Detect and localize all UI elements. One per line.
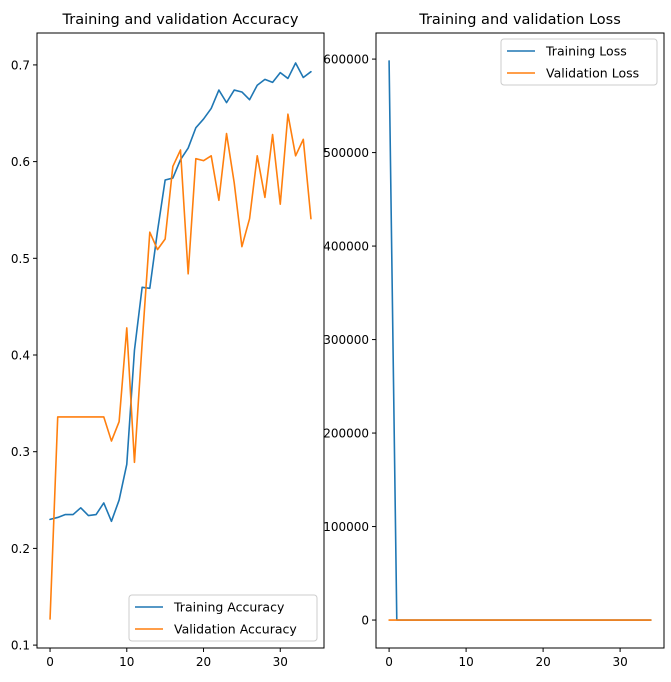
loss-y-tick-label: 500000 [323,146,369,160]
accuracy-y-tick-label: 0.2 [11,542,30,556]
accuracy-x-axis: 0 10 20 30 [46,648,288,669]
accuracy-y-tick-label: 0.7 [11,58,30,72]
accuracy-series-group [49,62,312,620]
loss-x-tick-label: 30 [612,655,627,669]
accuracy-y-tick-label: 0.3 [11,445,30,459]
accuracy-y-tick-label: 0.4 [11,349,30,363]
accuracy-legend: Training Accuracy Validation Accuracy [128,594,318,642]
accuracy-chart: Training and validation Accuracy 0 10 20 30… [11,12,325,669]
loss-chart: Training and validation Loss 0 10 20 30 0 10… [323,12,665,669]
loss-x-tick-label: 20 [535,655,550,669]
loss-y-tick-label: 300000 [323,333,369,347]
legend-label-validation-loss: Validation Loss [546,66,639,81]
loss-legend-box [500,38,658,86]
loss-y-tick-label: 400000 [323,240,369,254]
loss-y-tick-label: 100000 [323,520,369,534]
loss-y-tick-label: 0 [361,614,369,628]
loss-x-tick-label: 10 [458,655,473,669]
accuracy-y-tick-label: 0.6 [11,155,30,169]
legend-label-training-accuracy: Training Accuracy [173,600,285,615]
loss-plot-area [375,32,665,649]
accuracy-y-axis: 0.1 0.2 0.3 0.4 0.5 0.6 0.7 [11,58,37,653]
loss-x-tick-label: 0 [385,655,393,669]
loss-chart-title: Training and validation Loss [418,12,621,28]
legend-label-validation-accuracy: Validation Accuracy [174,622,297,637]
loss-series-group [388,60,652,621]
legend-label-training-loss: Training Loss [545,44,627,59]
loss-y-axis: 0 100000 200000 300000 400000 500000 600000 [323,53,376,628]
loss-x-axis: 0 10 20 30 [385,648,628,669]
accuracy-x-tick-label: 20 [196,655,211,669]
accuracy-x-tick-label: 10 [119,655,134,669]
loss-y-tick-label: 200000 [323,427,369,441]
accuracy-y-tick-label: 0.1 [11,639,30,653]
accuracy-plot-area [36,32,325,649]
loss-y-tick-label: 600000 [323,53,369,67]
loss-legend: Training Loss Validation Loss [500,38,658,86]
accuracy-y-tick-label: 0.5 [11,252,30,266]
accuracy-legend-box [128,594,318,642]
accuracy-x-tick-label: 30 [273,655,288,669]
accuracy-series-line-validation-accuracy [49,113,312,620]
accuracy-chart-title: Training and validation Accuracy [62,12,299,28]
accuracy-x-tick-label: 0 [46,655,54,669]
